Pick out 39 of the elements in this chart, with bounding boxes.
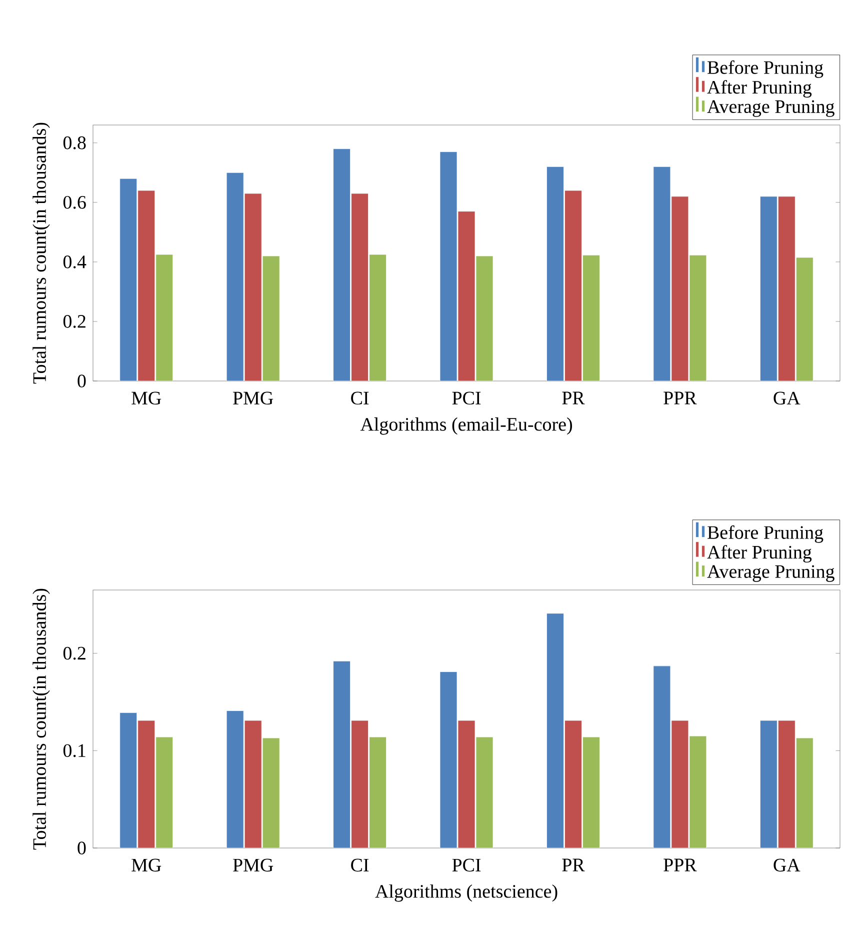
- x-tick-label: PR: [562, 858, 585, 872]
- bar: [546, 613, 564, 848]
- x-tick-label: CI: [351, 392, 369, 405]
- y-tick-label: 0.1: [63, 744, 86, 758]
- x-tick-label: MG: [132, 858, 162, 872]
- legend-label: Average Pruning: [707, 565, 834, 582]
- x-tick-label: MG: [132, 392, 162, 405]
- bar: [760, 720, 778, 848]
- legend-label: Before Pruning: [707, 60, 824, 78]
- y-tick-label: 0.6: [63, 196, 86, 209]
- x-tick-label: PCI: [452, 858, 481, 872]
- x-tick-label: PPR: [664, 392, 697, 404]
- x-tick-label: PR: [562, 392, 585, 404]
- y-axis-title: Total rumours count(in thousands): [32, 122, 50, 384]
- bar: [333, 660, 350, 848]
- y-tick-label: 0.4: [63, 255, 86, 268]
- x-tick-label: PCI: [452, 392, 481, 405]
- x-tick-label: PPR: [664, 858, 697, 872]
- y-tick-label: 0: [78, 842, 86, 854]
- legend-label: After Pruning: [707, 80, 812, 98]
- x-axis-title: Algorithms (email-Eu-core): [360, 417, 572, 435]
- x-axis-title: Algorithms (netscience): [375, 884, 558, 902]
- legend-label: Average Pruning: [707, 100, 834, 117]
- x-tick-label: CI: [351, 858, 369, 872]
- legend-label: Before Pruning: [707, 525, 824, 543]
- legend-label: After Pruning: [707, 545, 812, 563]
- x-tick-label: PMG: [233, 858, 274, 872]
- y-tick-label: 0: [78, 374, 86, 388]
- y-axis-title: Total rumours count(in thousands): [32, 588, 50, 850]
- x-tick-label: GA: [774, 392, 800, 405]
- x-tick-label: GA: [774, 858, 800, 872]
- bar: [226, 710, 244, 848]
- y-tick-label: 0.2: [63, 315, 86, 328]
- bar: [440, 672, 458, 848]
- y-tick-label: 0.8: [63, 136, 86, 150]
- y-tick-label: 0.2: [63, 646, 86, 660]
- bar: [120, 712, 138, 848]
- bar: [653, 666, 671, 848]
- x-tick-label: PMG: [233, 392, 274, 405]
